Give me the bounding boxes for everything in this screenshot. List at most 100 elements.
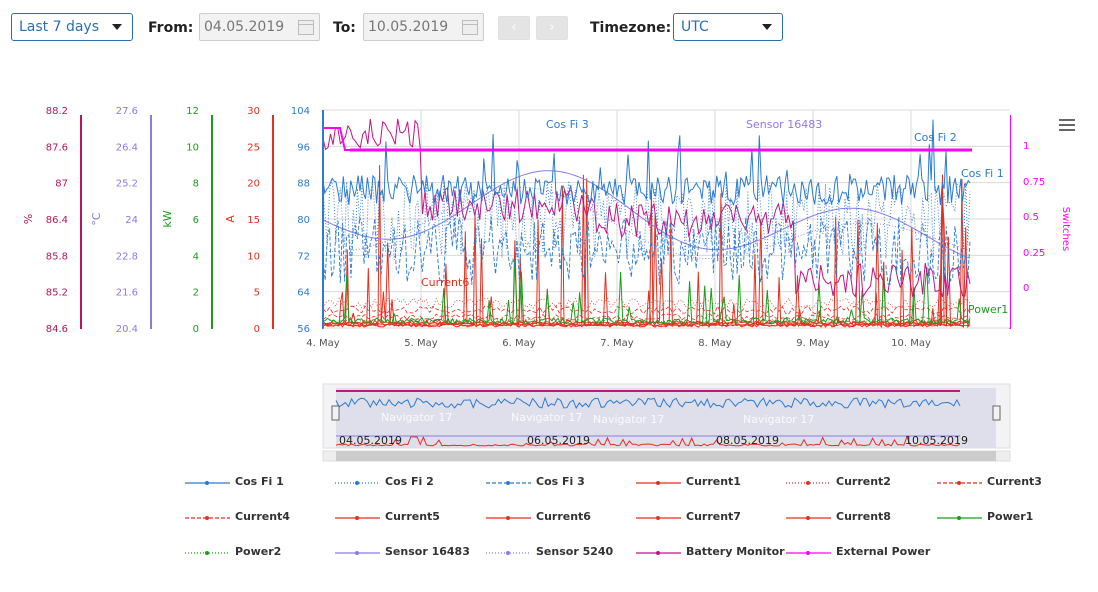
legend-label: Current5	[385, 510, 440, 523]
legend-symbol	[185, 516, 230, 520]
series-sensor-5240	[322, 186, 971, 260]
chevron-down-icon	[112, 24, 122, 30]
navigator-series	[335, 396, 961, 410]
next-period-button[interactable]: ›	[536, 16, 568, 40]
legend-label: Cos Fi 3	[536, 475, 585, 488]
x-tick-label: 4. May	[306, 338, 339, 349]
y-tick-label: 0	[1023, 283, 1029, 294]
y-tick-label: 2	[193, 288, 199, 299]
y-tick-label: 25	[247, 142, 260, 153]
legend-symbol	[636, 551, 681, 555]
y-tick-label: 80	[297, 215, 310, 226]
legend-label: Current3	[987, 475, 1042, 488]
series-annotation: Power1	[968, 303, 1008, 316]
y-tick-label: 56	[297, 324, 310, 335]
main-chart: 4. May 5. May 6. May 7. May 8. May 9. May 10. …	[22, 106, 1071, 462]
y-tick-label: 0.5	[1023, 212, 1039, 223]
y-tick-label: 64	[297, 288, 310, 299]
legend-label: Sensor 5240	[536, 545, 614, 558]
navigator-date-label: 06.05.2019	[527, 434, 590, 447]
chart-menu-icon[interactable]	[1059, 119, 1075, 131]
toolbar: Last 7 days From: 04.05.2019 To: 10.05.2…	[0, 0, 1098, 60]
series-annotation: Cos Fi 3	[546, 118, 589, 131]
legend-symbol	[937, 516, 982, 520]
y-tick-label: 1	[1023, 141, 1029, 152]
legend-symbol	[486, 516, 531, 520]
y-tick-label: 104	[291, 106, 310, 117]
x-tick-label: 8. May	[698, 338, 731, 349]
x-tick-label: 10. May	[891, 338, 931, 349]
navigator-label: Navigator 17	[593, 413, 664, 426]
legend-label: External Power	[836, 545, 931, 558]
series-annotation: Sensor 16483	[746, 118, 822, 131]
range-select[interactable]: Last 7 days	[11, 13, 133, 41]
legend-symbol	[486, 481, 531, 485]
legend-label: Current7	[686, 510, 741, 523]
series-current7	[322, 323, 971, 327]
y-tick-label: 10	[186, 142, 199, 153]
legend-label: Current6	[536, 510, 591, 523]
y-tick-label: 0	[193, 324, 199, 335]
series-external-power-start	[323, 127, 350, 151]
series-sensor-16483	[322, 170, 971, 259]
y-tick-label: 87	[55, 179, 68, 190]
y-tick-label: 30	[247, 106, 260, 117]
legend-symbol	[335, 516, 380, 520]
series-annotation: Cos Fi 2	[914, 131, 957, 144]
legend-label: Current8	[836, 510, 891, 523]
to-date-value: 10.05.2019	[368, 19, 449, 35]
timezone-select[interactable]: UTC	[673, 13, 783, 41]
calendar-icon[interactable]	[298, 20, 314, 35]
navigator-series	[335, 435, 961, 447]
y-tick-label: 24	[125, 215, 138, 226]
legend-symbol	[786, 481, 831, 485]
series-current2	[322, 297, 971, 309]
legend-label: Cos Fi 1	[235, 475, 284, 488]
to-label: To:	[333, 20, 356, 36]
from-date-value: 04.05.2019	[204, 19, 285, 35]
previous-period-button[interactable]: ‹	[498, 16, 530, 40]
x-tick-label: 9. May	[796, 338, 829, 349]
y-tick-label: 22.8	[116, 251, 138, 262]
navigator-date-label: 10.05.2019	[905, 434, 968, 447]
y-axis-title: %	[22, 214, 35, 224]
y-tick-label: 25.2	[116, 179, 138, 190]
from-date-input[interactable]: 04.05.2019	[199, 13, 320, 41]
from-label: From:	[148, 20, 194, 36]
range-select-value: Last 7 days	[19, 19, 100, 35]
y-axis-title: °C	[90, 212, 103, 226]
legend-label: Current1	[686, 475, 741, 488]
series-annotation: Current6	[421, 276, 469, 289]
y-tick-label: 0	[254, 324, 260, 335]
series-current4	[322, 304, 971, 315]
legend-symbol	[185, 481, 230, 485]
navigator-handle[interactable]	[331, 405, 340, 421]
series-current6	[322, 188, 971, 327]
y-tick-label: 4	[193, 251, 199, 262]
scrollbar-thumb[interactable]	[336, 451, 996, 461]
y-tick-label: 21.6	[116, 288, 138, 299]
y-tick-label: 12	[186, 106, 199, 117]
y-tick-label: 86.4	[46, 215, 68, 226]
legend-label: Sensor 16483	[385, 545, 470, 558]
timezone-select-value: UTC	[681, 19, 709, 35]
navigator-date-label: 08.05.2019	[716, 434, 779, 447]
legend-symbol	[185, 551, 230, 555]
navigator-label: Navigator 17	[511, 411, 582, 424]
y-tick-label: 8	[193, 179, 199, 190]
legend-symbol	[786, 516, 831, 520]
navigator-handle[interactable]	[992, 405, 1001, 421]
x-tick-label: 7. May	[600, 338, 633, 349]
legend-symbol	[335, 481, 380, 485]
legend-symbol	[636, 481, 681, 485]
legend-label: Battery Monitor	[686, 545, 785, 558]
legend-label: Power1	[987, 510, 1034, 523]
y-tick-label: 84.6	[46, 324, 68, 335]
navigator-selection[interactable]	[336, 388, 996, 448]
calendar-icon[interactable]	[462, 20, 478, 35]
to-date-input[interactable]: 10.05.2019	[363, 13, 484, 41]
navigator-date-label: 04.05.2019	[339, 434, 402, 447]
navigator-label: Navigator 17	[743, 413, 814, 426]
legend-label: Current2	[836, 475, 891, 488]
legend-symbol	[786, 551, 831, 555]
